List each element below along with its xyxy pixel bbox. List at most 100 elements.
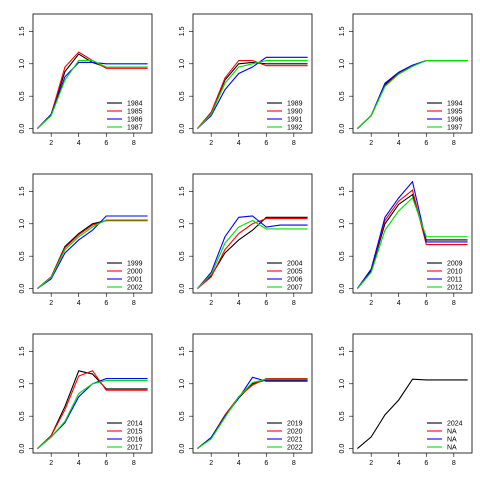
legend-label: 2022 — [287, 445, 303, 452]
y-tick-label: 0.0 — [339, 284, 346, 294]
legend-label: 2009 — [447, 261, 463, 268]
y-tick-label: 0.0 — [339, 124, 346, 134]
plot-frame — [192, 333, 313, 454]
legend-label: NA — [447, 445, 457, 452]
plot-frame — [352, 333, 473, 454]
legend-label: 2016 — [127, 437, 143, 444]
y-tick-label: 0.5 — [179, 411, 186, 421]
legend-label: 2006 — [287, 277, 303, 284]
legend-label: 1986 — [127, 117, 143, 124]
legend-label: 1985 — [127, 109, 143, 116]
plot-frame — [352, 173, 473, 294]
series-line — [37, 379, 148, 450]
y-tick-label: 0.0 — [339, 444, 346, 454]
x-tick-label: 6 — [264, 460, 268, 467]
y-tick-label: 1.5 — [19, 186, 26, 196]
y-tick-label: 1.0 — [19, 379, 26, 389]
series-line — [37, 59, 148, 129]
x-tick-label: 4 — [397, 460, 401, 467]
y-tick-label: 1.5 — [19, 26, 26, 36]
x-tick-label: 2 — [209, 300, 213, 307]
x-tick-label: 2 — [49, 140, 53, 147]
y-tick-label: 0.5 — [339, 411, 346, 421]
legend-label: 1990 — [287, 109, 303, 116]
legend-label: 2017 — [127, 445, 143, 452]
x-tick-label: 4 — [77, 460, 81, 467]
x-tick-label: 8 — [452, 140, 456, 147]
series-line — [196, 59, 308, 129]
x-tick-label: 2 — [369, 300, 373, 307]
series-line — [356, 196, 468, 289]
x-tick-label: 4 — [237, 140, 241, 147]
legend-label: 2015 — [127, 429, 143, 436]
x-tick-label: 6 — [424, 140, 428, 147]
y-tick-label: 1.5 — [19, 346, 26, 356]
legend-label: 1992 — [287, 125, 303, 132]
plot-frame — [32, 173, 153, 294]
x-tick-label: 4 — [397, 140, 401, 147]
y-tick-label: 1.0 — [339, 379, 346, 389]
legend-label: NA — [447, 429, 457, 436]
y-tick-label: 1.0 — [339, 59, 346, 69]
x-tick-label: 8 — [452, 460, 456, 467]
legend-label: 1999 — [127, 261, 143, 268]
plot-frame — [352, 13, 473, 134]
y-tick-label: 1.5 — [339, 346, 346, 356]
y-tick-label: 1.0 — [179, 219, 186, 229]
legend-label: NA — [447, 437, 457, 444]
legend-label: 2004 — [287, 261, 303, 268]
y-tick-label: 1.0 — [19, 219, 26, 229]
y-tick-label: 0.5 — [339, 91, 346, 101]
series-line — [197, 378, 308, 450]
x-tick-label: 2 — [369, 460, 373, 467]
plot-frame — [32, 13, 153, 134]
x-tick-label: 6 — [424, 300, 428, 307]
legend-label: 2012 — [447, 285, 463, 292]
y-tick-label: 0.0 — [179, 124, 186, 134]
series-line — [196, 215, 308, 289]
x-tick-label: 4 — [237, 300, 241, 307]
series-line — [357, 378, 468, 450]
y-tick-label: 1.5 — [179, 346, 186, 356]
series-line — [197, 218, 308, 290]
series-line — [357, 59, 468, 129]
plot-frame — [192, 173, 313, 294]
x-tick-label: 4 — [77, 300, 81, 307]
x-tick-label: 4 — [237, 460, 241, 467]
legend-label: 1991 — [287, 117, 303, 124]
legend-label: 2007 — [287, 285, 303, 292]
legend-label: 2021 — [287, 437, 303, 444]
x-tick-label: 4 — [77, 140, 81, 147]
plot-frame — [32, 333, 153, 454]
series-line — [197, 219, 308, 289]
y-tick-label: 1.5 — [339, 26, 346, 36]
series-line — [37, 219, 148, 290]
x-tick-label: 6 — [264, 140, 268, 147]
y-tick-label: 1.0 — [339, 219, 346, 229]
y-tick-label: 1.5 — [179, 186, 186, 196]
x-tick-label: 2 — [209, 460, 213, 467]
y-tick-label: 0.5 — [19, 411, 26, 421]
series-line — [37, 370, 148, 449]
y-tick-label: 1.0 — [179, 379, 186, 389]
legend-label: 2011 — [447, 277, 462, 284]
legend-label: 2014 — [127, 421, 143, 428]
legend-label: 2000 — [127, 269, 143, 276]
x-tick-label: 2 — [369, 140, 373, 147]
x-tick-label: 6 — [264, 300, 268, 307]
y-tick-label: 0.0 — [19, 444, 26, 454]
y-tick-label: 0.5 — [19, 251, 26, 261]
x-tick-label: 2 — [49, 300, 53, 307]
y-tick-label: 0.5 — [179, 91, 186, 101]
y-tick-label: 1.5 — [339, 186, 346, 196]
y-tick-label: 1.5 — [179, 26, 186, 36]
x-tick-label: 2 — [209, 140, 213, 147]
legend-label: 2019 — [287, 421, 303, 428]
